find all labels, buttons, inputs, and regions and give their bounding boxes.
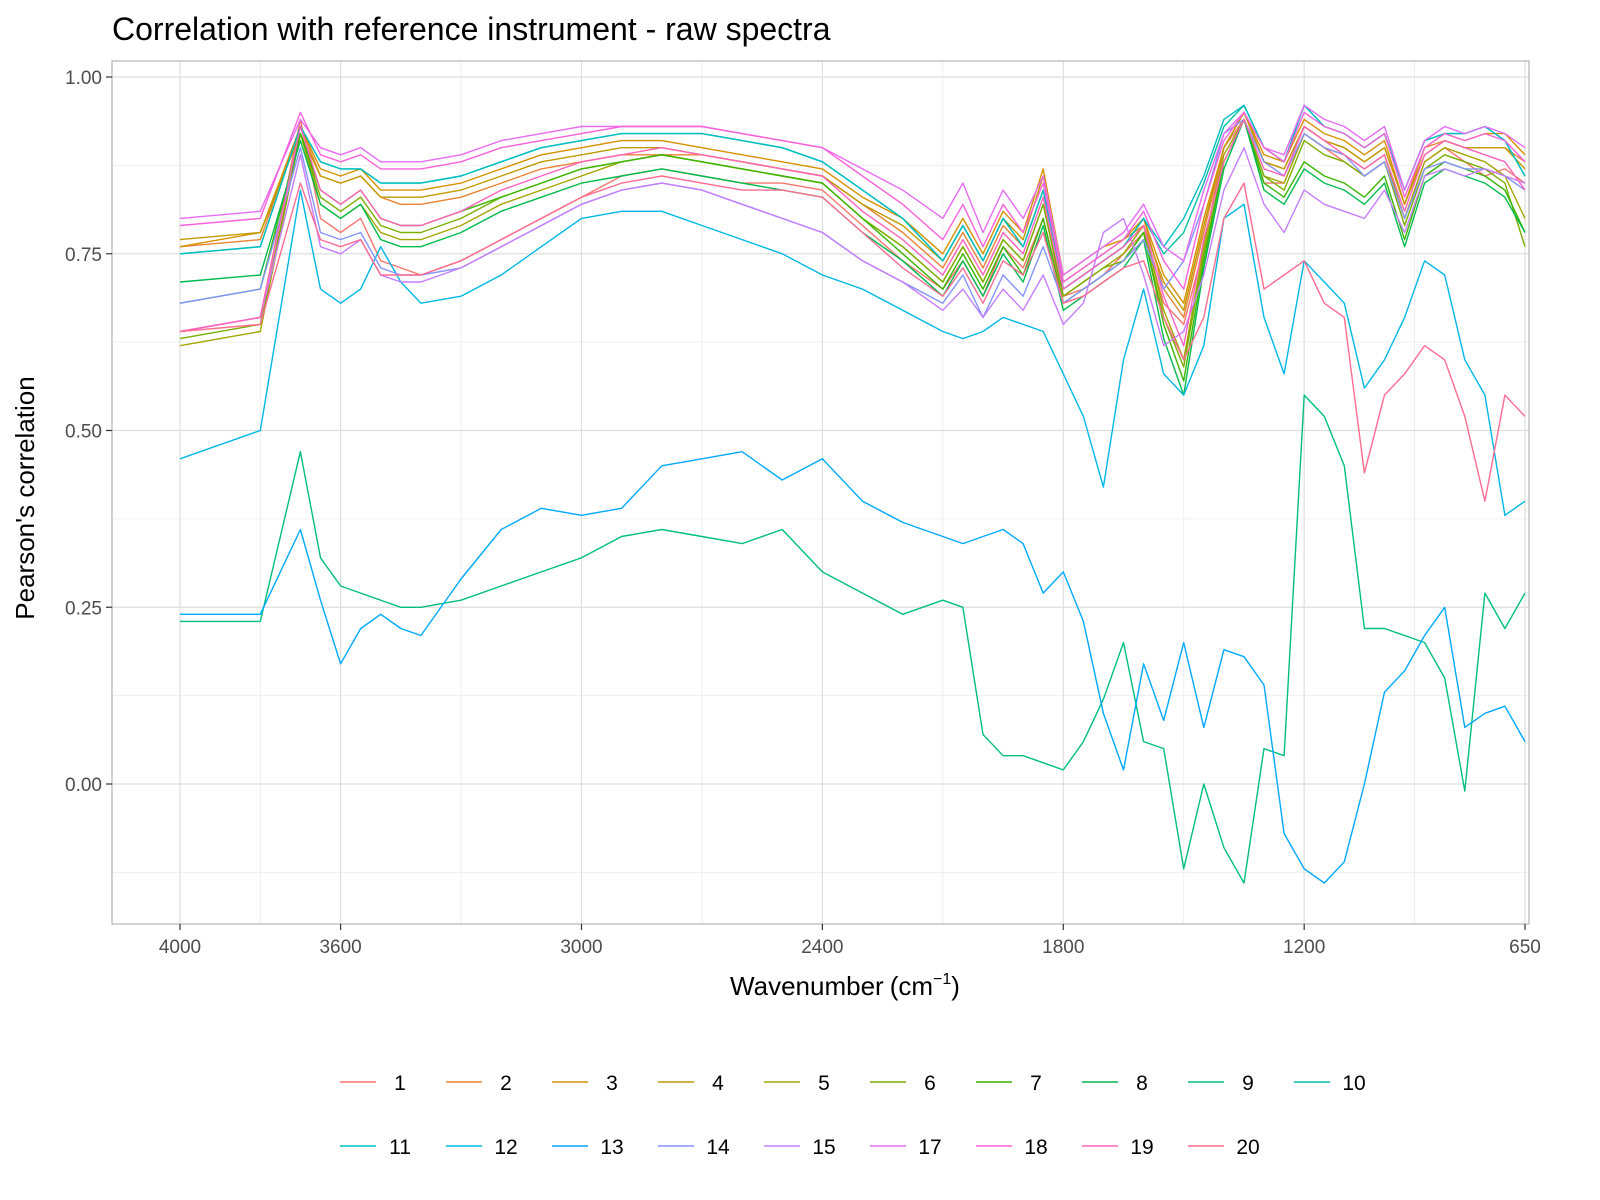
legend-item-9: 9	[1188, 1072, 1254, 1095]
x-axis-title-text: Wavenumber	[730, 971, 884, 1001]
legend-item-11: 11	[340, 1136, 411, 1159]
y-tick-label: 0.50	[65, 422, 102, 443]
legend-item-4: 4	[658, 1072, 724, 1095]
series-line-4	[179, 111, 1526, 311]
legend-item-7: 7	[976, 1072, 1042, 1095]
legend-label-4: 4	[712, 1072, 724, 1095]
series-line-14	[179, 118, 1526, 319]
x-tick-label: 2400	[801, 937, 843, 958]
legend-label-5: 5	[818, 1072, 830, 1095]
legend-label-7: 7	[1030, 1072, 1042, 1095]
x-tick-label: 3000	[560, 937, 602, 958]
legend-label-10: 10	[1342, 1072, 1365, 1095]
chart-title: Correlation with reference instrument - …	[112, 11, 831, 47]
x-axis-unit-open: (	[890, 971, 899, 1001]
x-axis-unit-base: cm	[898, 971, 933, 1001]
series-lines	[179, 104, 1526, 884]
legend-label-19: 19	[1130, 1136, 1153, 1159]
legend-item-14: 14	[658, 1136, 730, 1159]
legend-label-3: 3	[606, 1072, 618, 1095]
x-axis-unit-exponent: −1	[933, 971, 951, 988]
legend-item-20: 20	[1188, 1136, 1260, 1159]
legend-item-17: 17	[870, 1136, 942, 1159]
series-line-9	[180, 394, 1526, 884]
legend-label-12: 12	[494, 1136, 517, 1159]
x-tick-label: 650	[1509, 937, 1541, 958]
legend-item-12: 12	[446, 1136, 518, 1159]
series-line-18	[179, 111, 1526, 290]
x-axis: 4000 3600 3000 2400 1800 1200 650	[159, 924, 1541, 958]
series-line-12	[179, 189, 1526, 516]
legend-label-14: 14	[706, 1136, 730, 1159]
x-tick-label: 3600	[319, 937, 361, 958]
y-tick-label: 0.00	[65, 775, 102, 796]
legend-item-3: 3	[552, 1072, 618, 1095]
y-axis: 0.00 0.25 0.50 0.75 1.00	[65, 68, 112, 796]
series-line-15	[179, 146, 1526, 347]
legend-label-15: 15	[812, 1136, 835, 1159]
legend-label-6: 6	[924, 1072, 936, 1095]
legend-item-10: 10	[1294, 1072, 1366, 1095]
x-axis-unit-close: )	[951, 971, 960, 1001]
legend-label-2: 2	[500, 1072, 512, 1095]
y-tick-label: 0.25	[65, 598, 102, 619]
legend-label-20: 20	[1236, 1136, 1259, 1159]
legend-item-15: 15	[764, 1136, 836, 1159]
legend-item-5: 5	[764, 1072, 830, 1095]
plot-border	[111, 60, 1530, 925]
legend-label-13: 13	[600, 1136, 623, 1159]
legend-item-2: 2	[446, 1072, 512, 1095]
y-tick-label: 0.75	[65, 245, 102, 266]
x-tick-label: 1800	[1042, 937, 1084, 958]
series-line-6	[179, 118, 1526, 368]
x-tick-label: 1200	[1283, 937, 1325, 958]
x-axis-title: Wavenumber (cm−1)	[730, 971, 960, 1001]
legend-item-6: 6	[870, 1072, 936, 1095]
legend-item-1: 1	[340, 1072, 406, 1095]
legend-label-8: 8	[1136, 1072, 1148, 1095]
legend-item-13: 13	[552, 1136, 624, 1159]
legend-item-19: 19	[1082, 1136, 1154, 1159]
legend-label-9: 9	[1242, 1072, 1254, 1095]
series-line-20	[179, 175, 1526, 502]
plot-area	[111, 60, 1530, 925]
legend-label-11: 11	[389, 1136, 411, 1159]
series-line-13	[180, 451, 1526, 884]
series-line-19	[179, 118, 1526, 347]
series-line-17	[179, 104, 1526, 276]
legend-label-1: 1	[394, 1072, 406, 1095]
plot-panel	[112, 61, 1529, 924]
y-axis-title: Pearson's correlation	[10, 376, 40, 619]
legend-item-8: 8	[1082, 1072, 1148, 1095]
legend-item-18: 18	[976, 1136, 1048, 1159]
x-tick-label: 4000	[159, 937, 201, 958]
legend-label-17: 17	[918, 1136, 941, 1159]
series-line-8	[179, 118, 1526, 396]
legend-label-18: 18	[1024, 1136, 1047, 1159]
y-tick-label: 1.00	[65, 68, 102, 89]
